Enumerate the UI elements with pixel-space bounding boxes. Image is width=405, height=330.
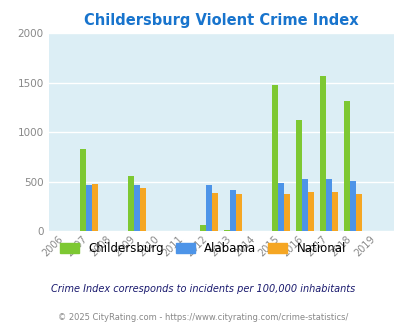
- Title: Childersburg Violent Crime Index: Childersburg Violent Crime Index: [84, 13, 358, 28]
- Bar: [236, 194, 242, 231]
- Bar: [343, 101, 349, 231]
- Bar: [319, 76, 325, 231]
- Bar: [80, 149, 86, 231]
- Bar: [271, 85, 277, 231]
- Bar: [325, 179, 331, 231]
- Bar: [307, 192, 313, 231]
- Bar: [301, 179, 307, 231]
- Bar: [92, 184, 98, 231]
- Bar: [295, 120, 301, 231]
- Bar: [86, 185, 92, 231]
- Text: Crime Index corresponds to incidents per 100,000 inhabitants: Crime Index corresponds to incidents per…: [51, 284, 354, 294]
- Bar: [140, 188, 146, 231]
- Bar: [212, 193, 218, 231]
- Bar: [355, 194, 361, 231]
- Bar: [331, 192, 337, 231]
- Bar: [277, 183, 284, 231]
- Bar: [134, 185, 140, 231]
- Text: © 2025 CityRating.com - https://www.cityrating.com/crime-statistics/: © 2025 CityRating.com - https://www.city…: [58, 313, 347, 322]
- Bar: [349, 181, 355, 231]
- Bar: [128, 176, 134, 231]
- Bar: [200, 225, 206, 231]
- Bar: [230, 190, 236, 231]
- Bar: [206, 185, 212, 231]
- Bar: [224, 230, 230, 231]
- Bar: [284, 194, 290, 231]
- Legend: Childersburg, Alabama, National: Childersburg, Alabama, National: [55, 237, 350, 260]
